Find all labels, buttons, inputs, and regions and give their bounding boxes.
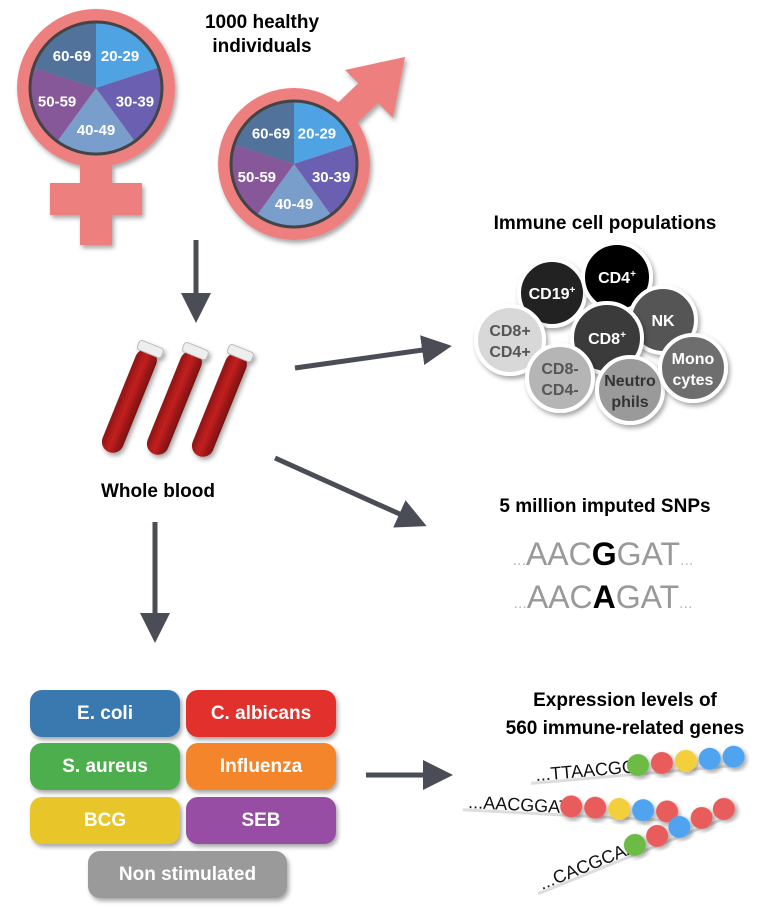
expression-dot xyxy=(690,806,713,829)
svg-text:CD4+: CD4+ xyxy=(489,344,530,361)
cell-cd8cd4: CD8- CD4- xyxy=(525,343,595,413)
pie-slice-50-59 xyxy=(231,144,294,215)
stimulus-bcg: BCG xyxy=(30,797,180,844)
pie-slice-30-39 xyxy=(294,144,357,215)
expression-dot xyxy=(608,797,631,820)
age-label: 30-39 xyxy=(312,169,350,186)
male-age-pie: 20-29 30-39 40-49 50-59 60-69 xyxy=(229,99,359,229)
svg-text:Neutro: Neutro xyxy=(604,373,656,390)
snp-sequence-2: ...AACAGAT... xyxy=(514,579,693,615)
expression-dot xyxy=(674,749,697,772)
blood-tubes-icon xyxy=(101,339,254,457)
svg-text:CD4-: CD4- xyxy=(541,382,578,399)
arrow-to-cells xyxy=(294,335,452,371)
svg-text:NK: NK xyxy=(651,313,675,330)
stimulus-seb: SEB xyxy=(186,797,336,844)
svg-text:...AACGGAT: ...AACGGAT xyxy=(468,792,571,817)
svg-text:CD8+: CD8+ xyxy=(489,323,530,340)
svg-text:cytes: cytes xyxy=(673,372,714,389)
svg-text:...AACGGAT...: ...AACGGAT... xyxy=(513,536,694,572)
age-label: 40-49 xyxy=(77,122,115,139)
svg-text:CD4+: CD4+ xyxy=(598,269,636,287)
snps-title: 5 million imputed SNPs xyxy=(499,496,710,517)
svg-text:CD8+: CD8+ xyxy=(588,330,626,348)
pie-slice-40-49 xyxy=(57,88,135,155)
pie-slice-20-29 xyxy=(294,101,354,164)
svg-text:phils: phils xyxy=(611,394,648,411)
expression-title-2: 560 immune-related genes xyxy=(506,718,745,739)
expression-dot xyxy=(650,751,673,774)
pie-slice-30-39 xyxy=(96,67,162,142)
svg-text:Mono: Mono xyxy=(672,351,715,368)
svg-text:CD8-: CD8- xyxy=(541,361,578,378)
pie-slice-40-49 xyxy=(256,164,332,227)
snp-sequence-1: ...AACGGAT... xyxy=(513,536,694,572)
age-label: 30-39 xyxy=(116,94,154,111)
immune-cells: CD19+ CD4+ NK CD8+ CD4+ CD8+ CD8- CD4- Neutro phi… xyxy=(474,241,728,425)
svg-text:CD19+: CD19+ xyxy=(529,285,576,303)
cell-neutrophils: Neutro phils xyxy=(595,355,665,425)
gene-row: ...TTAACGG xyxy=(531,745,745,785)
expression-dot xyxy=(626,754,649,777)
stimulus-non-stimulated: Non stimulated xyxy=(88,851,287,898)
age-label: 20-29 xyxy=(298,125,336,142)
stimulus-influenza: Influenza xyxy=(186,743,336,790)
expression-dot xyxy=(646,824,669,847)
svg-text:...AACAGAT...: ...AACAGAT... xyxy=(514,579,693,615)
pie-slice-50-59 xyxy=(30,67,96,142)
age-label: 50-59 xyxy=(238,169,276,186)
stimulus-s-aureus: S. aureus xyxy=(30,743,180,790)
expression-dot xyxy=(722,745,745,768)
immune-title: Immune cell populations xyxy=(494,213,717,234)
gene-expression-rows: ...TTAACGG...AACGGAT...CACGCAA xyxy=(462,745,745,896)
stimulus-e-coli: E. coli xyxy=(30,690,180,737)
snp-variant-a: A xyxy=(593,579,616,615)
title-line-1: 1000 healthy xyxy=(205,12,319,33)
age-label: 60-69 xyxy=(252,125,290,142)
pie-slice-60-69 xyxy=(33,22,96,88)
age-label: 50-59 xyxy=(38,94,76,111)
expression-dot xyxy=(712,797,735,820)
age-label: 40-49 xyxy=(275,196,313,213)
age-label: 20-29 xyxy=(101,48,139,65)
expression-dot xyxy=(584,796,607,819)
expression-dot xyxy=(656,800,679,823)
cell-cd19: CD19+ xyxy=(517,258,587,328)
cell-cd8cd4: CD8+ CD4+ xyxy=(474,304,546,376)
title-line-2: individuals xyxy=(212,36,311,57)
pie-slice-60-69 xyxy=(234,101,294,164)
expression-dot xyxy=(632,799,655,822)
snp-variant-g: G xyxy=(592,536,617,572)
expression-dot xyxy=(668,815,691,838)
cell-monocytes: Mono cytes xyxy=(658,333,728,403)
expression-dot xyxy=(623,833,646,856)
expression-title-1: Expression levels of xyxy=(533,690,717,711)
expression-dot xyxy=(560,795,583,818)
svg-text:...TTAACGG: ...TTAACGG xyxy=(535,756,637,785)
gene-row: ...AACGGAT xyxy=(462,792,679,823)
pie-slice-20-29 xyxy=(96,22,159,88)
expression-dot xyxy=(698,747,721,770)
stimulus-c-albicans: C. albicans xyxy=(186,690,336,737)
arrow-to-snps xyxy=(273,455,427,528)
whole-blood-label: Whole blood xyxy=(101,481,215,502)
age-label: 60-69 xyxy=(53,48,91,65)
